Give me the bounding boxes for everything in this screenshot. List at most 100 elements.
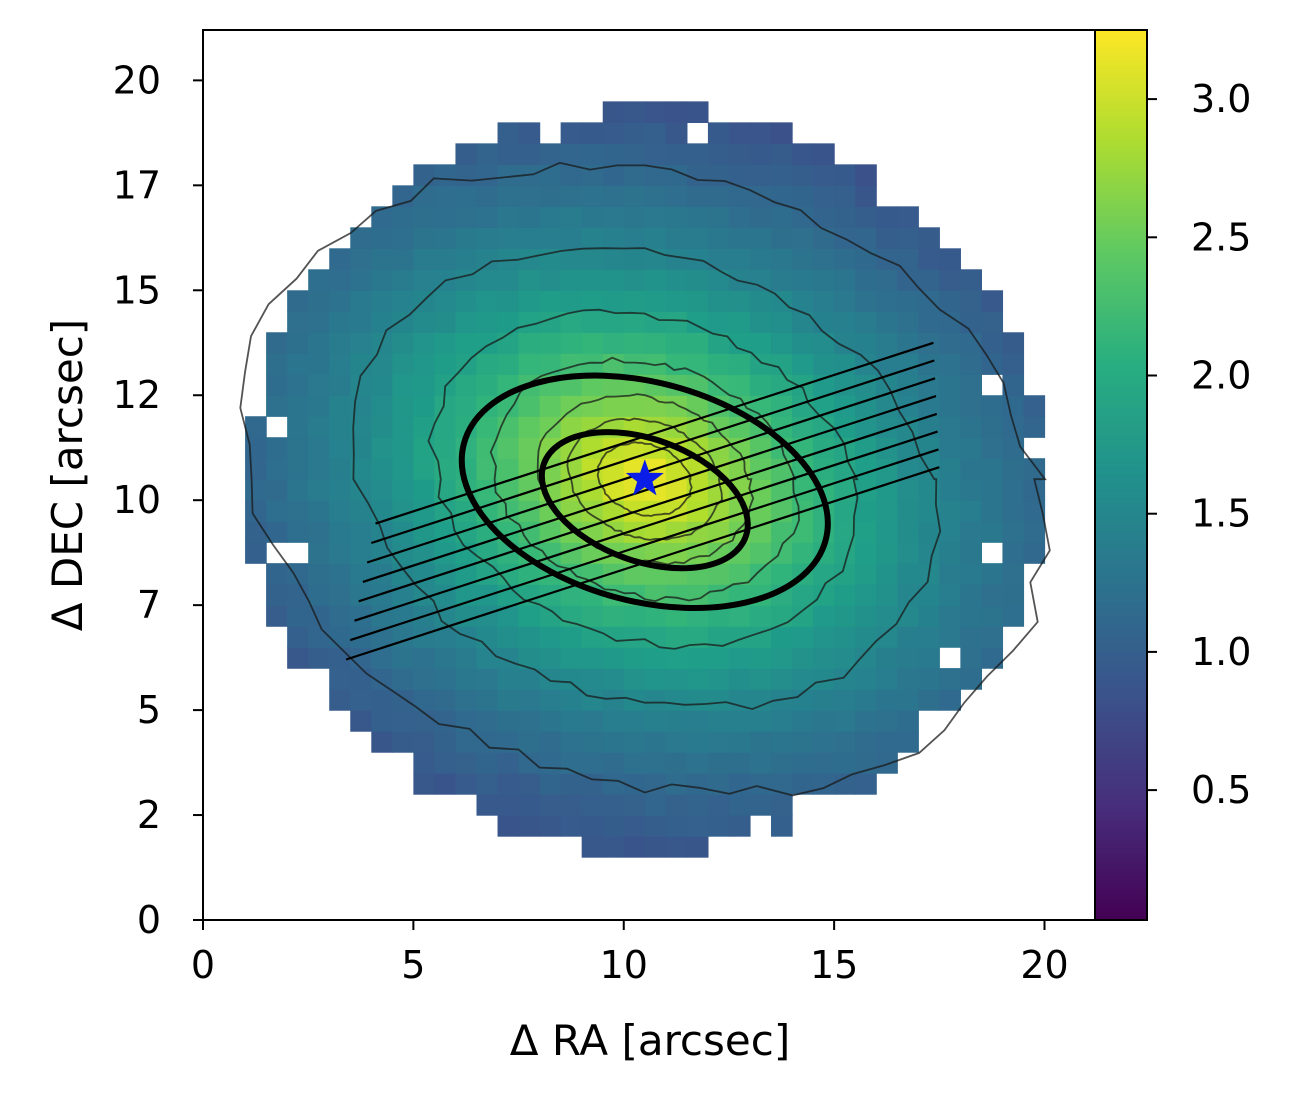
heatmap-cell — [497, 752, 520, 774]
heatmap-cell — [539, 206, 562, 228]
heatmap-cell — [728, 668, 751, 690]
heatmap-cell — [665, 185, 688, 207]
heatmap-cell — [371, 458, 393, 480]
heatmap-cell — [960, 563, 982, 585]
heatmap-cell — [518, 416, 541, 438]
heatmap-cell — [476, 647, 499, 669]
heatmap-cell — [665, 332, 688, 354]
heatmap-cell — [960, 479, 982, 501]
heatmap-cell — [876, 647, 898, 669]
heatmap-cell — [728, 710, 751, 732]
heatmap-cell — [602, 164, 625, 186]
heatmap-cell — [581, 794, 604, 816]
heatmap-cell — [728, 563, 751, 585]
heatmap-cell — [308, 332, 330, 354]
heatmap-cell — [834, 626, 856, 648]
heatmap-cell — [707, 815, 730, 837]
heatmap-cell — [434, 521, 457, 543]
heatmap-cell — [771, 752, 793, 774]
heatmap-cell — [686, 815, 709, 837]
heatmap-cell — [960, 605, 982, 627]
heatmap-cell — [245, 458, 267, 480]
heatmap-cell — [434, 731, 457, 753]
heatmap-cell — [686, 836, 709, 858]
heatmap-cell — [644, 689, 667, 711]
heatmap-cell — [560, 395, 583, 417]
heatmap-cell — [560, 290, 583, 312]
heatmap-cell — [560, 731, 583, 753]
heatmap-cell — [581, 269, 604, 291]
heatmap-cell — [308, 311, 330, 333]
heatmap-cell — [266, 374, 288, 396]
heatmap-cell — [476, 563, 499, 585]
heatmap-cell — [434, 311, 457, 333]
x-tick-label: 5 — [401, 943, 425, 987]
heatmap-cell — [771, 311, 793, 333]
heatmap-cell — [876, 500, 898, 522]
heatmap-cell — [392, 437, 414, 459]
heatmap-cell — [749, 227, 772, 249]
heatmap-cell — [813, 731, 835, 753]
heatmap-cell — [434, 185, 457, 207]
heatmap-cell — [497, 248, 520, 270]
heatmap-cell — [434, 542, 457, 564]
heatmap-cell — [834, 563, 856, 585]
heatmap-cell — [644, 122, 667, 144]
heatmap-cell — [876, 710, 898, 732]
heatmap-cell — [518, 311, 541, 333]
heatmap-cell — [518, 647, 541, 669]
contour-line — [427, 308, 859, 650]
heatmap-cell — [308, 626, 330, 648]
heatmap-cell — [350, 311, 372, 333]
heatmap-cell — [960, 647, 982, 669]
heatmap-cell — [623, 206, 646, 228]
heatmap-cell — [644, 605, 667, 627]
heatmap-cell — [602, 836, 625, 858]
heatmap-cell — [413, 395, 436, 417]
heatmap-cell — [434, 689, 457, 711]
heatmap-cell — [350, 500, 372, 522]
heatmap-cell — [266, 353, 288, 375]
heatmap-cell — [392, 374, 414, 396]
heatmap-cell — [855, 584, 877, 606]
heatmap-cell — [560, 416, 583, 438]
heatmap-cell — [455, 710, 478, 732]
heatmap-cell — [792, 353, 814, 375]
heatmap-cell — [1002, 563, 1025, 585]
heatmap-cell — [665, 773, 688, 795]
heatmap-cell — [918, 584, 940, 606]
heatmap-cell — [581, 437, 604, 459]
heatmap-cell — [1002, 332, 1025, 354]
heatmap-cell — [413, 248, 436, 270]
heatmap-cell — [497, 206, 520, 228]
heatmap-cell — [518, 248, 541, 270]
heatmap-cell — [434, 248, 457, 270]
heatmap-cell — [623, 227, 646, 249]
heatmap-cell — [602, 731, 625, 753]
heatmap-cell — [308, 479, 330, 501]
heatmap-cell — [771, 332, 793, 354]
heatmap-cell — [813, 584, 835, 606]
heatmap-cell — [560, 794, 583, 816]
heatmap-cell — [686, 794, 709, 816]
heatmap-cell — [455, 290, 478, 312]
heatmap-cell — [602, 710, 625, 732]
heatmap-cell — [539, 269, 562, 291]
heatmap-cell — [855, 164, 877, 186]
heatmap-cell — [392, 332, 414, 354]
heatmap-cell — [918, 311, 940, 333]
heatmap-cell — [371, 353, 393, 375]
heatmap-cell — [518, 794, 541, 816]
heatmap-cell — [602, 332, 625, 354]
heatmap-cell — [560, 710, 583, 732]
heatmap-cell — [413, 269, 436, 291]
heatmap-cell — [539, 227, 562, 249]
heatmap-cell — [1023, 521, 1046, 543]
heatmap-cell — [518, 227, 541, 249]
heatmap-cell — [876, 269, 898, 291]
heatmap-cell — [897, 626, 919, 648]
y-tick-label: 2 — [137, 793, 161, 837]
heatmap-cell — [686, 143, 709, 165]
heatmap-cell — [918, 248, 940, 270]
